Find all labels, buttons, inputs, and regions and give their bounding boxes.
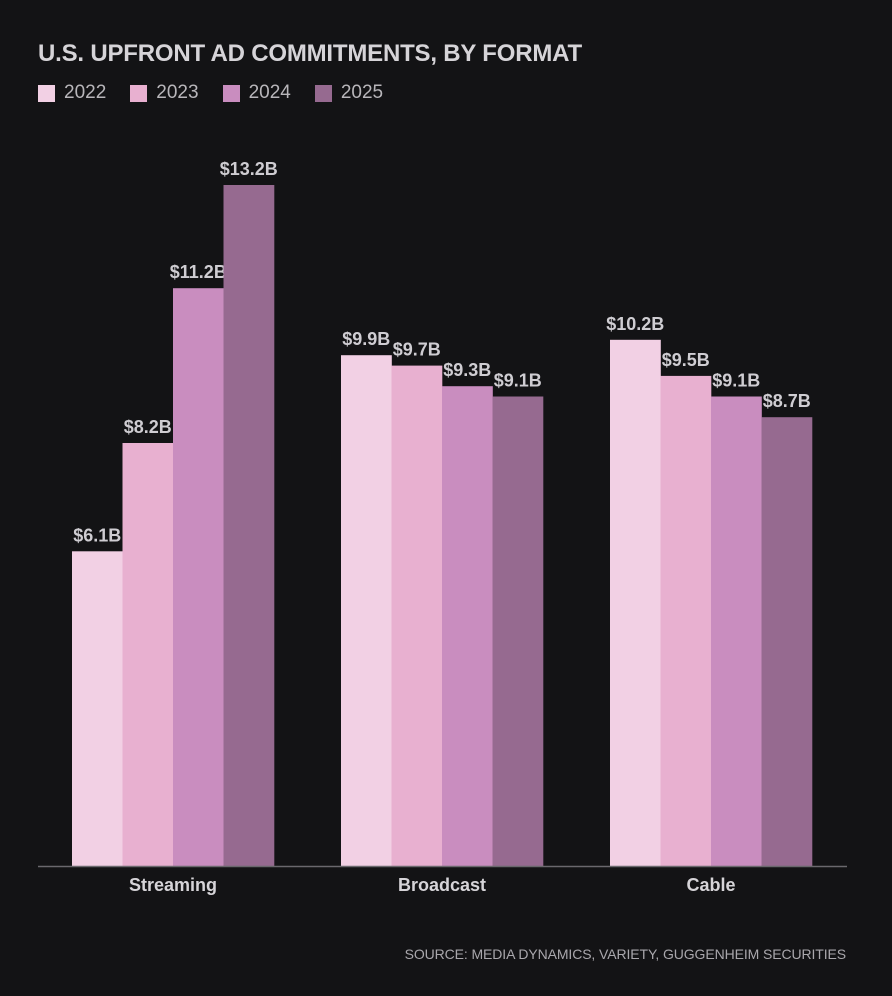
- source-note: SOURCE: MEDIA DYNAMICS, VARIETY, GUGGENH…: [404, 946, 846, 962]
- value-label-cable-2023: $9.5B: [662, 350, 710, 370]
- bar-streaming-2025: [223, 185, 275, 866]
- category-label-streaming: Streaming: [129, 875, 217, 895]
- bar-cable-2024: [711, 396, 762, 866]
- bar-cable-2022: [610, 339, 661, 866]
- bar-broadcast-2024: [442, 386, 493, 866]
- value-label-cable-2025: $8.7B: [763, 391, 811, 411]
- value-label-streaming-2022: $6.1B: [73, 525, 121, 545]
- value-label-broadcast-2023: $9.7B: [393, 340, 441, 360]
- legend-label-2024: 2024: [248, 82, 291, 103]
- value-label-streaming-2025: $13.2B: [220, 159, 278, 179]
- bar-broadcast-2025: [492, 396, 544, 866]
- chart-title: U.S. UPFRONT AD COMMITMENTS, BY FORMAT: [38, 40, 582, 67]
- legend-item-2022: 2022: [38, 82, 106, 104]
- bar-streaming-2023: [122, 443, 174, 866]
- bar-streaming-2024: [173, 288, 224, 866]
- value-label-broadcast-2025: $9.1B: [494, 371, 542, 391]
- legend-item-2024: 2024: [222, 82, 291, 104]
- legend-label-2025: 2025: [340, 82, 384, 103]
- legend-swatch-2023: [130, 84, 148, 102]
- legend-item-2023: 2023: [130, 82, 199, 104]
- value-label-streaming-2024: $11.2B: [170, 262, 227, 282]
- legend-swatch-2024: [222, 84, 240, 102]
- legend: 2022 2023 2024 2025: [38, 82, 383, 104]
- bar-streaming-2022: [72, 551, 123, 866]
- legend-label-2023: 2023: [156, 82, 199, 103]
- bar-cable-2025: [761, 417, 813, 866]
- bar-broadcast-2022: [341, 355, 392, 866]
- legend-swatch-2022: [38, 84, 55, 102]
- category-label-cable: Cable: [686, 875, 735, 895]
- value-label-cable-2024: $9.1B: [712, 371, 760, 391]
- legend-item-2025: 2025: [314, 82, 384, 104]
- value-label-broadcast-2024: $9.3B: [443, 360, 491, 380]
- legend-swatch-2025: [314, 84, 332, 102]
- bar-broadcast-2023: [391, 365, 443, 866]
- value-label-broadcast-2022: $9.9B: [342, 329, 390, 349]
- bar-cable-2023: [660, 375, 712, 866]
- value-label-cable-2022: $10.2B: [606, 314, 664, 334]
- legend-label-2022: 2022: [64, 82, 107, 103]
- category-label-broadcast: Broadcast: [398, 875, 486, 895]
- value-label-streaming-2023: $8.2B: [124, 417, 172, 437]
